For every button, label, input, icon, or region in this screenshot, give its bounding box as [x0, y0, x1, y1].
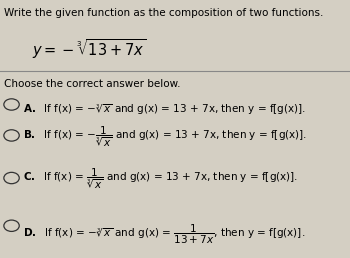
Text: $\mathbf{C.}$  If f(x) = $\dfrac{1}{\sqrt[3]{x}}$ and g(x) = 13 + 7x, then y = f: $\mathbf{C.}$ If f(x) = $\dfrac{1}{\sqrt…: [23, 166, 298, 190]
Text: Choose the correct answer below.: Choose the correct answer below.: [4, 79, 180, 89]
Text: $y = -\sqrt[3]{13 + 7x}$: $y = -\sqrt[3]{13 + 7x}$: [32, 37, 146, 61]
Text: $\mathbf{A.}$  If f(x) = $-\sqrt[3]{x}$ and g(x) = 13 + 7x, then y = f[g(x)].: $\mathbf{A.}$ If f(x) = $-\sqrt[3]{x}$ a…: [23, 102, 306, 117]
Text: Write the given function as the composition of two functions.: Write the given function as the composit…: [4, 8, 323, 18]
Text: $\mathbf{B.}$  If f(x) = $-\dfrac{1}{\sqrt[3]{x}}$ and g(x) = 13 + 7x, then y = : $\mathbf{B.}$ If f(x) = $-\dfrac{1}{\sqr…: [23, 124, 307, 148]
Text: $\mathbf{D.}$  If f(x) = $-\sqrt[3]{x}$ and g(x) = $\dfrac{1}{13 + 7x}$, then y : $\mathbf{D.}$ If f(x) = $-\sqrt[3]{x}$ a…: [23, 223, 305, 246]
